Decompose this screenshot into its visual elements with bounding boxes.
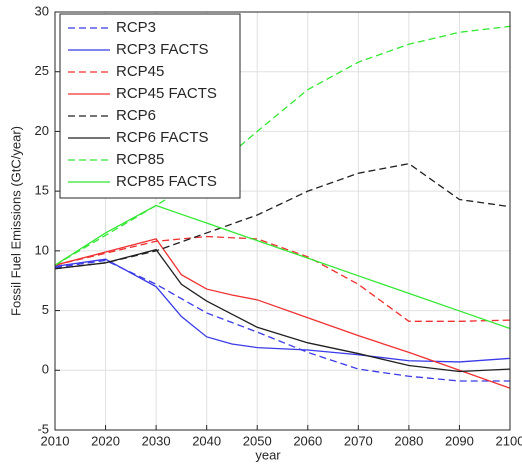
x-tick-label: 2040 [192, 433, 221, 448]
x-tick-label: 2100 [496, 433, 522, 448]
x-tick-label: 2010 [41, 433, 70, 448]
legend: RCP3 RCP3 FACTS RCP45 RCP45 FACTS RCP6 RCP6 F… [59, 13, 241, 199]
series-line [54, 238, 511, 389]
legend-label: RCP85 [116, 151, 164, 168]
y-tick-label: 25 [35, 63, 49, 78]
y-tick-label: 5 [42, 302, 49, 317]
legend-label: RCP85 FACTS [116, 173, 217, 190]
legend-label: RCP45 [116, 63, 164, 80]
y-tick-label: 30 [35, 3, 49, 18]
x-axis-label: year [255, 447, 281, 462]
legend-label: RCP6 FACTS [116, 129, 209, 146]
y-tick-label: 10 [35, 242, 49, 257]
legend-label: RCP45 FACTS [116, 85, 217, 102]
y-tick-label: 15 [35, 183, 49, 198]
x-tick-label: 2050 [243, 433, 272, 448]
series-line [54, 235, 511, 322]
legend-label: RCP3 [116, 19, 156, 36]
x-tick-label: 2080 [394, 433, 423, 448]
y-tick-label: 0 [42, 362, 49, 377]
series-line [54, 248, 511, 373]
series-line [54, 162, 511, 270]
y-tick-label: 20 [35, 123, 49, 138]
x-tick-label: 2020 [91, 433, 120, 448]
plot-frame [54, 11, 511, 431]
y-tick-label: -5 [37, 421, 49, 436]
x-tick-label: 2090 [445, 433, 474, 448]
legend-box [59, 13, 241, 199]
series-line [54, 258, 511, 363]
x-tick-label: 2030 [142, 433, 171, 448]
legend-label: RCP3 FACTS [116, 41, 209, 58]
series-line [54, 204, 511, 330]
series-line [54, 25, 511, 266]
series-line [54, 259, 510, 382]
x-tick-label: 2060 [293, 433, 322, 448]
x-tick-label: 2070 [344, 433, 373, 448]
legend-label: RCP6 [116, 107, 156, 124]
y-axis-label: Fossil Fuel Emissions (GtC/year) [8, 126, 23, 316]
